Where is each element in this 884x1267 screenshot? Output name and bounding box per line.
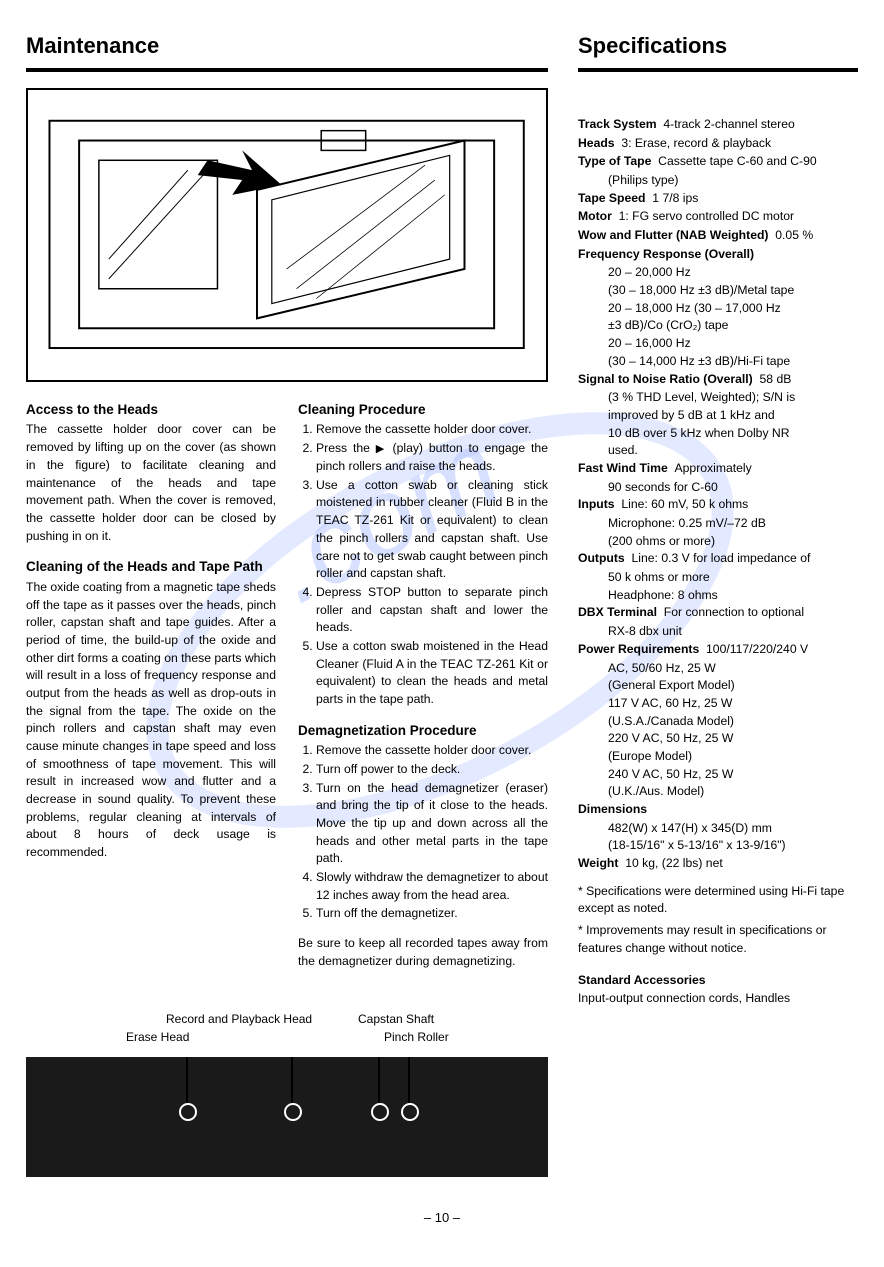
list-item: Depress STOP button to separate pinch ro… (316, 584, 548, 637)
spec-accessories-label: Standard Accessories (578, 972, 858, 990)
cleaning-proc-heading: Cleaning Procedure (298, 400, 548, 420)
head-mechanism-photo (26, 1057, 548, 1177)
maintenance-section: Maintenance (26, 30, 548, 1177)
spec-sn: Signal to Noise Ratio (Overall) 58 dB (578, 371, 858, 389)
spec-sub: (Philips type) (578, 172, 858, 190)
spec-sub: Headphone: 8 ohms (578, 587, 858, 605)
spec-outputs: Outputs Line: 0.3 V for load impedance o… (578, 550, 858, 568)
spec-tape-speed: Tape Speed 1 7/8 ips (578, 190, 858, 208)
label-capstan: Capstan Shaft (358, 1011, 434, 1028)
spec-sub: (18-15/16" x 5-13/16" x 13-9/16") (578, 837, 858, 855)
note: * Specifications were determined using H… (578, 883, 858, 918)
text: Press the (316, 441, 376, 455)
spec-sub: AC, 50/60 Hz, 25 W (578, 660, 858, 678)
access-body: The cassette holder door cover can be re… (26, 421, 276, 545)
demag-heading: Demagnetization Procedure (298, 721, 548, 741)
spec-sub: 50 k ohms or more (578, 569, 858, 587)
spec-sub: 240 V AC, 50 Hz, 25 W (578, 766, 858, 784)
list-item: Turn on the head demagnetizer (eraser) a… (316, 780, 548, 868)
spec-weight: Weight 10 kg, (22 lbs) net (578, 855, 858, 873)
list-item: Slowly withdraw the demagnetizer to abou… (316, 869, 548, 904)
list-item: Press the ▶ (play) button to engage the … (316, 440, 548, 476)
spec-notes: * Specifications were determined using H… (578, 883, 858, 958)
spec-sub: (General Export Model) (578, 677, 858, 695)
demag-list: Remove the cassette holder door cover. T… (298, 742, 548, 923)
spec-tape-type: Type of Tape Cassette tape C-60 and C-90 (578, 153, 858, 171)
specifications-section: Specifications Track System 4-track 2-ch… (578, 30, 858, 1177)
spec-sub: 90 seconds for C-60 (578, 479, 858, 497)
spec-sub: (U.K./Aus. Model) (578, 783, 858, 801)
spec-fastwind: Fast Wind Time Approximately (578, 460, 858, 478)
label-rec-play: Record and Playback Head (166, 1011, 312, 1028)
spec-sub: (30 – 14,000 Hz ±3 dB)/Hi-Fi tape (578, 353, 858, 371)
spec-sub: used. (578, 442, 858, 460)
spec-sub: (U.S.A./Canada Model) (578, 713, 858, 731)
spec-sub: Microphone: 0.25 mV/–72 dB (578, 515, 858, 533)
cassette-door-diagram (26, 88, 548, 382)
spec-dbx: DBX Terminal For connection to optional (578, 604, 858, 622)
spec-motor: Motor 1: FG servo controlled DC motor (578, 208, 858, 226)
spec-sub: (Europe Model) (578, 748, 858, 766)
access-and-cleaning-heads: Access to the Heads The cassette holder … (26, 400, 276, 983)
specifications-title: Specifications (578, 30, 858, 62)
note: * Improvements may result in specificati… (578, 922, 858, 957)
spec-heads: Heads 3: Erase, record & playback (578, 135, 858, 153)
procedures: Cleaning Procedure Remove the cassette h… (298, 400, 548, 983)
rule (578, 68, 858, 72)
spec-dimensions: Dimensions (578, 801, 858, 819)
spec-sub: RX-8 dbx unit (578, 623, 858, 641)
list-item: Use a cotton swab moistened in the Head … (316, 638, 548, 709)
cleaning-heads-body: The oxide coating from a magnetic tape s… (26, 579, 276, 862)
page-number: – 10 – (26, 1209, 858, 1228)
cleaning-proc-list: Remove the cassette holder door cover. P… (298, 421, 548, 708)
spec-sub: ±3 dB)/Co (CrO₂) tape (578, 317, 858, 335)
label-pinch: Pinch Roller (384, 1029, 449, 1046)
spec-accessories-value: Input-output connection cords, Handles (578, 990, 858, 1008)
spec-sub: improved by 5 dB at 1 kHz and (578, 407, 858, 425)
spec-sub: 20 – 18,000 Hz (30 – 17,000 Hz (578, 300, 858, 318)
list-item: Turn off power to the deck. (316, 761, 548, 779)
spec-sub: (30 – 18,000 Hz ±3 dB)/Metal tape (578, 282, 858, 300)
spec-power: Power Requirements 100/117/220/240 V (578, 641, 858, 659)
spec-sub: 482(W) x 147(H) x 345(D) mm (578, 820, 858, 838)
spec-sub: 117 V AC, 60 Hz, 25 W (578, 695, 858, 713)
spec-sub: 10 dB over 5 kHz when Dolby NR (578, 425, 858, 443)
spec-sub: 220 V AC, 50 Hz, 25 W (578, 730, 858, 748)
spec-freq: Frequency Response (Overall) (578, 246, 858, 264)
spec-sub: 20 – 16,000 Hz (578, 335, 858, 353)
spec-track-system: Track System 4-track 2-channel stereo (578, 116, 858, 134)
head-labels: Record and Playback Head Erase Head Caps… (26, 1011, 548, 1053)
spec-sub: (200 ohms or more) (578, 533, 858, 551)
play-icon: ▶ (376, 443, 387, 455)
access-heading: Access to the Heads (26, 400, 276, 420)
rule (26, 68, 548, 72)
spec-sub: (3 % THD Level, Weighted); S/N is (578, 389, 858, 407)
list-item: Turn off the demagnetizer. (316, 905, 548, 923)
list-item: Use a cotton swab or cleaning stick mois… (316, 477, 548, 583)
maintenance-title: Maintenance (26, 30, 548, 62)
spec-wow: Wow and Flutter (NAB Weighted) 0.05 % (578, 227, 858, 245)
list-item: Remove the cassette holder door cover. (316, 742, 548, 760)
spec-inputs: Inputs Line: 60 mV, 50 k ohms (578, 496, 858, 514)
spec-sub: 20 – 20,000 Hz (578, 264, 858, 282)
cleaning-heads-heading: Cleaning of the Heads and Tape Path (26, 557, 276, 577)
list-item: Remove the cassette holder door cover. (316, 421, 548, 439)
demag-note: Be sure to keep all recorded tapes away … (298, 935, 548, 970)
label-erase: Erase Head (126, 1029, 189, 1046)
